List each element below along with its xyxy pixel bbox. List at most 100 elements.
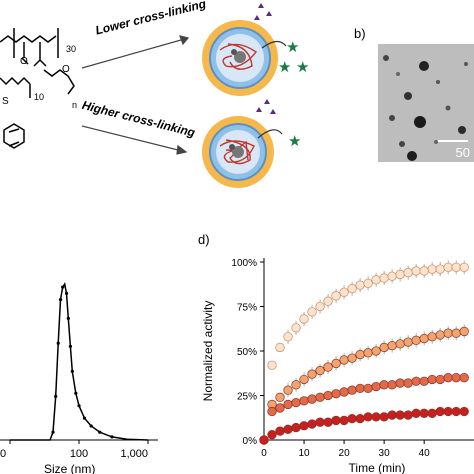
data-point xyxy=(387,341,397,351)
data-point xyxy=(267,430,277,440)
size-distribution-point xyxy=(61,285,65,289)
size-distribution-point xyxy=(54,394,58,398)
y-tick-label: 50% xyxy=(237,347,257,358)
data-point xyxy=(435,264,445,274)
data-point xyxy=(275,342,285,353)
data-point xyxy=(291,323,301,333)
size-distribution-point xyxy=(58,298,63,302)
data-point xyxy=(283,332,293,342)
data-point xyxy=(315,392,325,402)
y-tick-label: 0% xyxy=(243,436,258,447)
data-point xyxy=(379,412,389,422)
data-point xyxy=(299,374,309,385)
data-point xyxy=(387,271,397,281)
data-point xyxy=(259,435,269,445)
data-point xyxy=(339,287,349,297)
tem-micrograph: 50 xyxy=(378,44,474,162)
data-point xyxy=(315,301,325,312)
data-point xyxy=(363,348,373,358)
data-point xyxy=(379,273,389,283)
data-point xyxy=(411,266,421,276)
data-point xyxy=(283,399,293,410)
data-point xyxy=(419,376,429,386)
size-distribution-chart: 0 100 1,000 Size (nm) xyxy=(0,282,158,474)
size-distribution-point xyxy=(98,430,102,434)
size-distribution-line xyxy=(10,282,149,441)
data-point xyxy=(315,365,325,376)
lower-arrow xyxy=(81,35,190,69)
data-point xyxy=(315,417,325,427)
size-distribution-point xyxy=(82,416,87,420)
data-point xyxy=(411,335,421,345)
scale-bar-label: 50 xyxy=(455,145,470,160)
data-point xyxy=(299,396,309,406)
data-point xyxy=(347,284,357,294)
data-point xyxy=(347,413,357,424)
size-distribution-point xyxy=(66,316,70,320)
product-star-3: ★ xyxy=(278,59,291,76)
product-star-4: ★ xyxy=(288,133,301,150)
data-point xyxy=(299,421,309,431)
data-point xyxy=(275,392,285,402)
data-point xyxy=(435,406,445,417)
data-point xyxy=(299,314,309,324)
data-point xyxy=(443,262,453,272)
data-point xyxy=(323,417,333,427)
data-point xyxy=(451,328,461,338)
x-tick-label: 20 xyxy=(339,448,351,459)
micrograph-particles xyxy=(383,55,468,161)
atom-s: S xyxy=(2,96,9,107)
substrate-triangle-1 xyxy=(258,3,264,8)
data-point xyxy=(363,383,373,394)
subscript-n: n xyxy=(72,100,77,110)
scale-bar xyxy=(438,140,468,142)
data-point xyxy=(291,422,301,433)
data-point xyxy=(403,410,413,420)
data-point xyxy=(403,378,413,388)
x-tick-label: 0 xyxy=(0,448,6,460)
data-point xyxy=(307,394,317,404)
series-1 xyxy=(259,260,469,445)
data-point xyxy=(435,374,445,385)
data-point xyxy=(307,307,317,317)
size-distribution-point xyxy=(70,369,74,373)
data-point xyxy=(347,385,357,395)
data-point xyxy=(275,403,285,413)
data-point xyxy=(435,330,445,340)
data-point xyxy=(323,362,333,372)
data-point xyxy=(363,278,373,289)
nanoparticle-higher xyxy=(202,116,274,188)
data-point xyxy=(411,408,421,418)
size-distribution-point xyxy=(89,424,93,428)
data-point xyxy=(419,408,429,418)
data-point xyxy=(283,385,293,395)
data-point xyxy=(291,397,301,408)
series-4 xyxy=(259,406,469,445)
x-tick-label: 30 xyxy=(379,448,391,459)
data-point xyxy=(371,412,381,422)
size-distribution-point xyxy=(77,404,81,408)
substrate-triangle-4 xyxy=(256,107,262,112)
scheme-figure: 30 10 n O O S ★ ★ ★ ★ xyxy=(0,3,309,188)
data-point xyxy=(379,342,389,353)
release-arrow-lower xyxy=(261,40,287,49)
data-point xyxy=(419,266,429,276)
data-point xyxy=(443,328,453,338)
size-distribution-point xyxy=(64,291,69,295)
data-point xyxy=(307,419,317,429)
data-point xyxy=(443,406,453,417)
x-axis-title: Size (nm) xyxy=(44,462,95,474)
data-point xyxy=(403,268,413,278)
release-arrow-higher xyxy=(257,129,283,139)
substrate-triangle-5 xyxy=(264,99,270,104)
data-point xyxy=(339,387,349,397)
panel-d-label: d) xyxy=(198,232,210,247)
size-distribution-point xyxy=(74,391,78,395)
y-tick-label: 25% xyxy=(237,392,257,403)
series-2 xyxy=(259,324,469,445)
data-point xyxy=(427,408,437,418)
data-point xyxy=(395,339,405,349)
data-point xyxy=(451,373,461,383)
data-point xyxy=(411,376,421,386)
data-point xyxy=(283,424,293,434)
